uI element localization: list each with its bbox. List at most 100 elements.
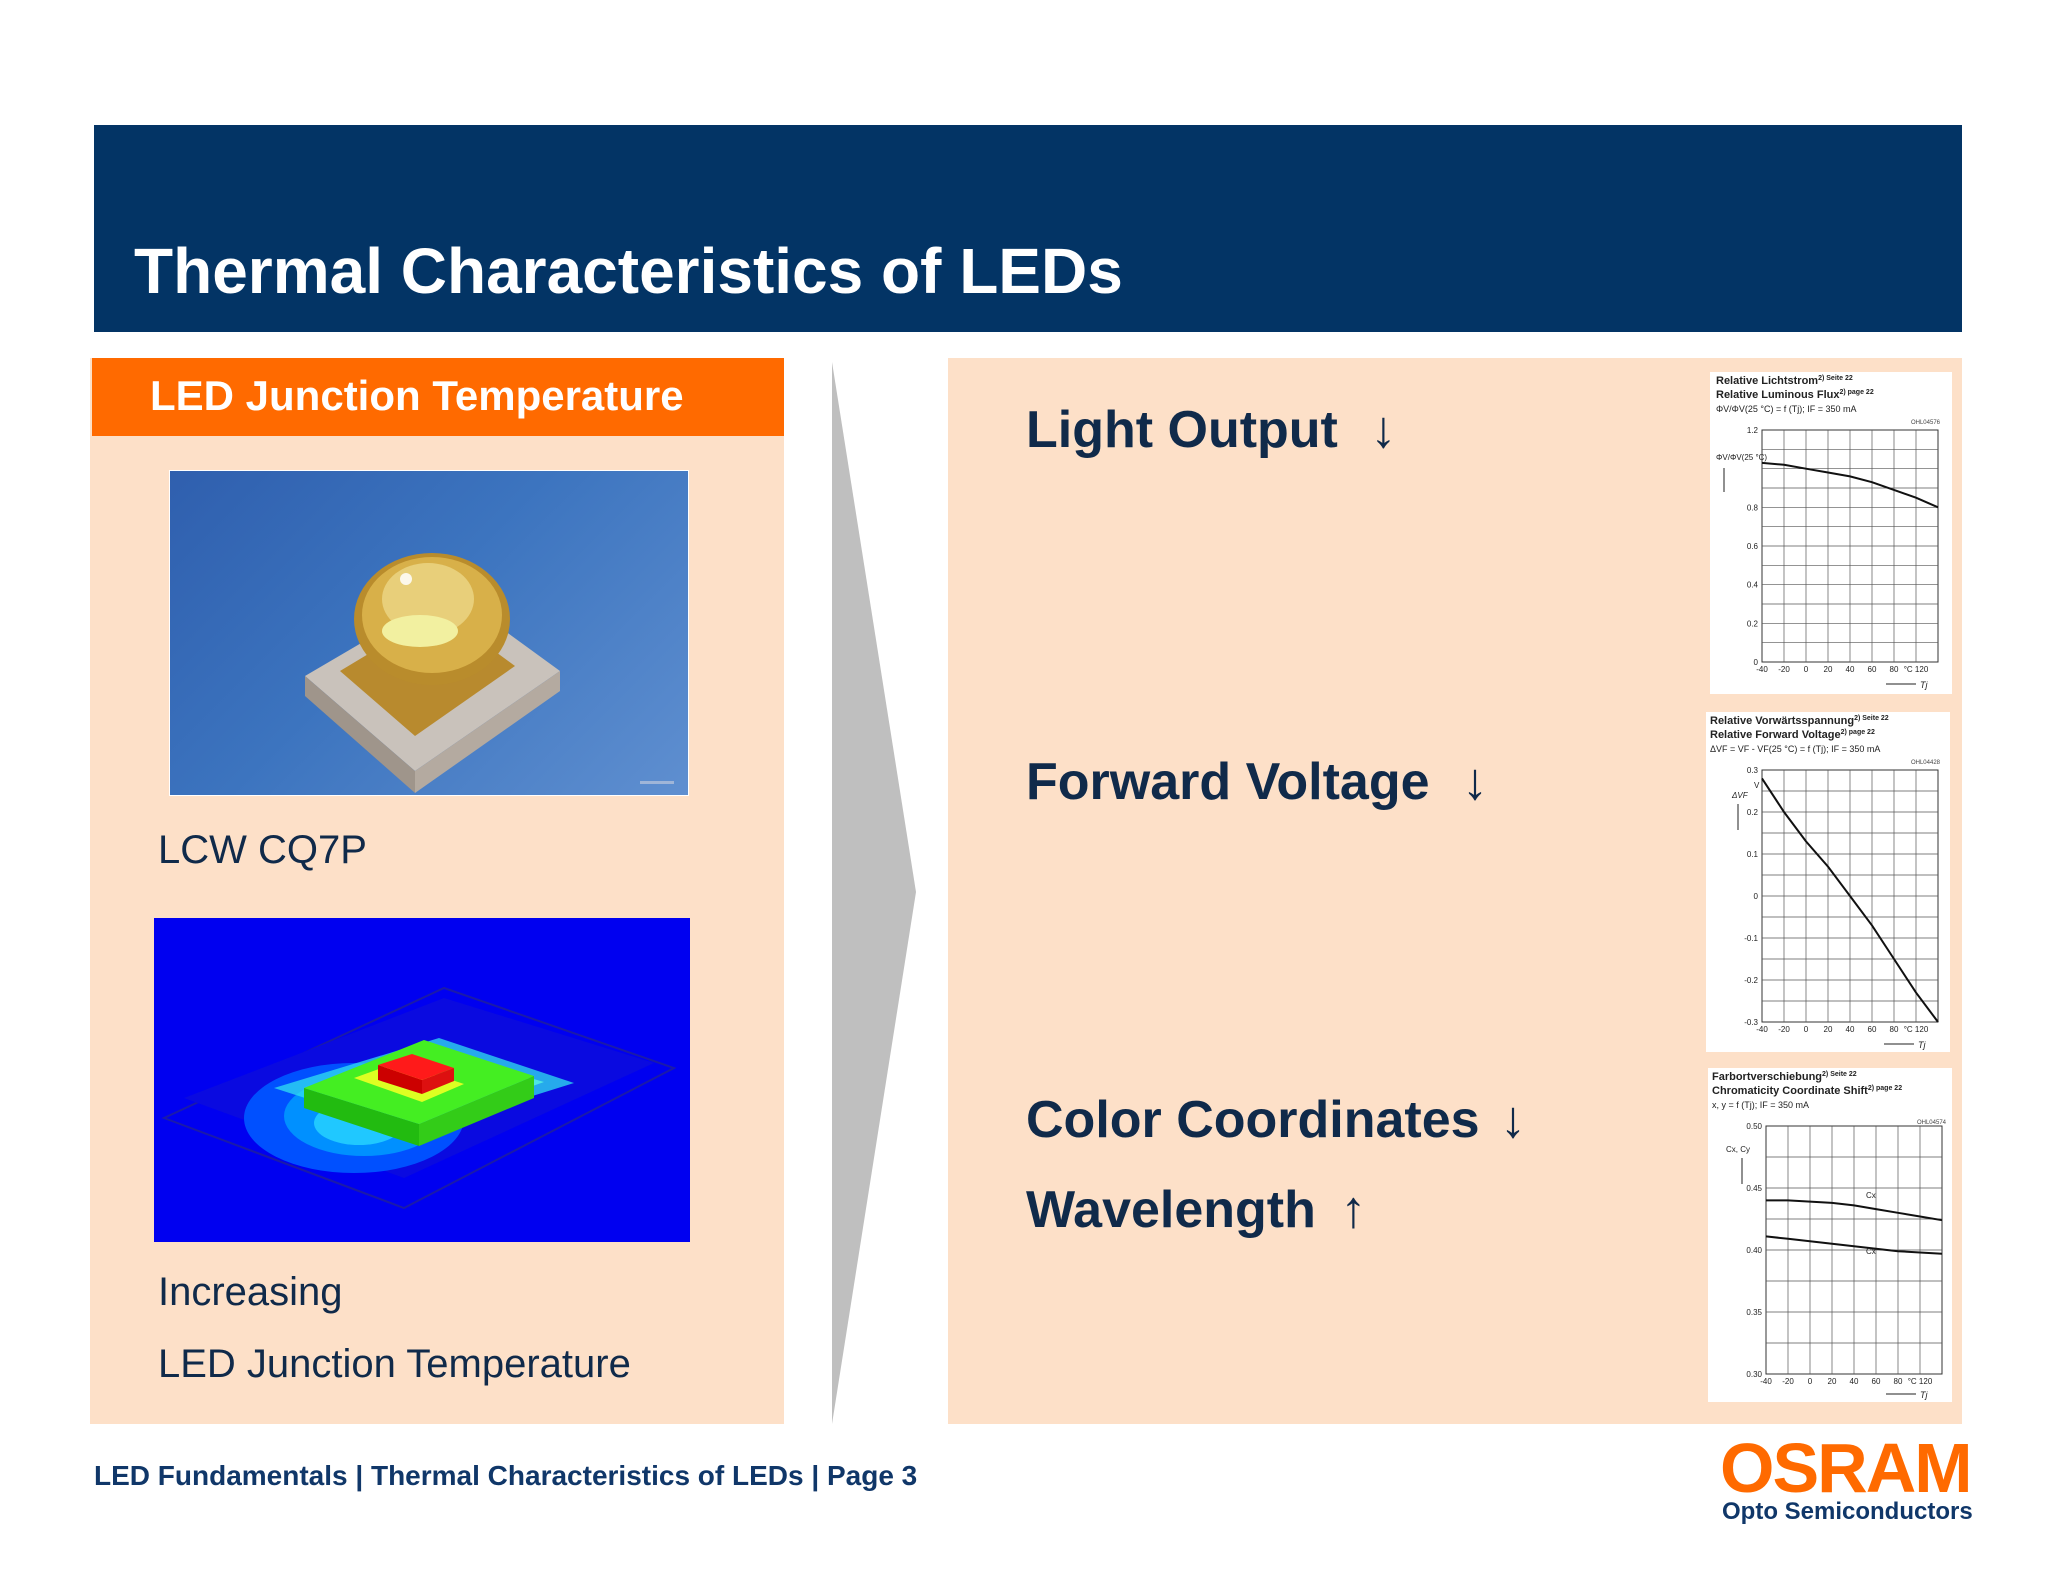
footer-text: LED Fundamentals | Thermal Characteristi… <box>94 1460 918 1491</box>
x-ticks: -40 -20 0 20 40 60 80 °C 120 <box>1756 665 1929 674</box>
down-arrow-icon: ↓ <box>1462 753 1488 811</box>
svg-text:Relative Vorwärtsspannung2) Se: Relative Vorwärtsspannung2) Seite 22 <box>1710 715 1889 727</box>
x-tick-label: 40 <box>1846 665 1855 674</box>
section-heading: LED Junction Temperature <box>150 372 684 419</box>
chromaticity-chart: Farbortverschiebung2) Seite 22 Chromatic… <box>1708 1068 1952 1402</box>
wavelength-label: Wavelength <box>1026 1181 1316 1239</box>
y-tick-label: 0.3 <box>1747 766 1759 775</box>
forward-voltage-label: Forward Voltage <box>1026 753 1430 811</box>
chart-code: OHL04574 <box>1917 1120 1947 1126</box>
x-tick-label: 20 <box>1828 1377 1837 1386</box>
y-tick-label: 1.2 <box>1747 426 1759 435</box>
chart-ylabel: Cx, Cy <box>1726 1145 1750 1154</box>
chart-title-de-note: 2) Seite 22 <box>1854 715 1889 722</box>
color-coordinates-item: Color Coordinates ↓ <box>1026 1090 1526 1150</box>
brand-subtitle: Opto Semiconductors <box>1722 1498 1973 1525</box>
x-tick-label: 80 <box>1890 665 1899 674</box>
x-tick-label: 60 <box>1868 665 1877 674</box>
x-tick-label: 20 <box>1824 1025 1833 1034</box>
title-banner <box>94 125 1962 332</box>
y-tick-label: 0 <box>1754 892 1759 901</box>
x-tick-label: 20 <box>1824 665 1833 674</box>
chart-title-en: Chromaticity Coordinate Shift <box>1712 1085 1868 1097</box>
chart-formula: ΔVF = VF - VF(25 °C) = f (Tj); IF = 350 … <box>1710 744 1880 754</box>
x-tick-label: 0 <box>1804 1025 1809 1034</box>
x-tick-label: -20 <box>1778 1025 1790 1034</box>
x-tick-label: 80 <box>1894 1377 1903 1386</box>
led-photo <box>169 470 689 796</box>
x-tick-label: -20 <box>1778 665 1790 674</box>
chart-title-en: Relative Luminous Flux <box>1716 389 1840 401</box>
brand-logo: OSRAM <box>1720 1429 1973 1507</box>
curve-label-1: Cx <box>1866 1191 1876 1200</box>
x-tick-label: °C 120 <box>1908 1377 1933 1386</box>
y-tick-label: 0.35 <box>1746 1308 1762 1317</box>
x-tick-label: 0 <box>1804 665 1809 674</box>
chart-ylabel: ΦV/ΦV(25 °C) <box>1716 453 1767 462</box>
chart-yunit: V <box>1754 781 1760 790</box>
light-output-item: Light Output ↓ <box>1026 400 1396 460</box>
y-tick-label: 0.30 <box>1746 1370 1762 1379</box>
y-tick-label: 0.2 <box>1747 619 1759 628</box>
svg-text:Relative Luminous Flux2) page: Relative Luminous Flux2) page 22 <box>1716 389 1874 401</box>
y-tick-label: 0 <box>1754 658 1759 667</box>
y-tick-label: 0.4 <box>1747 581 1759 590</box>
chart-title-en-note: 2) page 22 <box>1839 389 1873 396</box>
chart-xlabel: Tj <box>1920 1390 1928 1400</box>
caption-line-1: Increasing <box>158 1270 343 1314</box>
y-tick-label: 0.1 <box>1747 850 1759 859</box>
x-tick-label: -40 <box>1756 1025 1768 1034</box>
luminous-flux-chart: Relative Lichtstrom2) Seite 22 Relative … <box>1710 372 1952 694</box>
y-tick-label: 0.8 <box>1747 503 1759 512</box>
data-line <box>1761 461 1939 509</box>
x-tick-label: 0 <box>1808 1377 1813 1386</box>
x-tick-label: 40 <box>1846 1025 1855 1034</box>
chart-formula: x, y = f (Tj); IF = 350 mA <box>1712 1100 1809 1110</box>
curve-label-2: Cx <box>1866 1247 1876 1256</box>
x-tick-label: °C 120 <box>1904 1025 1929 1034</box>
svg-text:Chromaticity Coordinate Shift2: Chromaticity Coordinate Shift2) page 22 <box>1712 1085 1902 1097</box>
thermal-simulation-image <box>154 918 690 1242</box>
x-tick-label: 40 <box>1850 1377 1859 1386</box>
y-ticks: 1.2 0.8 0.6 0.4 0.2 0 <box>1747 426 1759 667</box>
chart-grid <box>1761 429 1939 663</box>
chart-title-en: Relative Forward Voltage <box>1710 729 1841 741</box>
y-tick-label: -0.3 <box>1744 1018 1758 1027</box>
up-arrow-icon: ↑ <box>1340 1181 1367 1239</box>
caption-line-2: LED Junction Temperature <box>158 1342 631 1386</box>
x-ticks: -40 -20 0 20 40 60 80 °C 120 <box>1756 1025 1929 1034</box>
y-tick-label: -0.2 <box>1744 976 1758 985</box>
x-tick-label: -40 <box>1760 1377 1772 1386</box>
chart-xlabel: Tj <box>1920 680 1928 690</box>
x-ticks: -40 -20 0 20 40 60 80 °C 120 <box>1760 1377 1933 1386</box>
svg-text:Relative Lichtstrom2) Seite 22: Relative Lichtstrom2) Seite 22 <box>1716 375 1853 387</box>
chart-ylabel: ΔVF <box>1731 791 1749 800</box>
y-tick-label: -0.1 <box>1744 934 1758 943</box>
chevron-arrow-icon <box>832 362 916 1424</box>
forward-voltage-chart: Relative Vorwärtsspannung2) Seite 22 Rel… <box>1706 712 1950 1052</box>
down-arrow-icon: ↓ <box>1370 401 1397 459</box>
luminous-flux-svg: Relative Lichtstrom2) Seite 22 Relative … <box>1716 375 1941 690</box>
forward-voltage-item: Forward Voltage ↓ <box>1026 752 1488 812</box>
product-label: LCW CQ7P <box>158 828 367 872</box>
section-header-bar <box>92 358 784 436</box>
x-tick-label: 80 <box>1890 1025 1899 1034</box>
y-tick-label: 0.6 <box>1747 542 1759 551</box>
x-tick-label: -40 <box>1756 665 1768 674</box>
y-tick-label: 0.50 <box>1746 1122 1762 1131</box>
wavelength-item: Wavelength ↑ <box>1026 1180 1366 1240</box>
x-tick-label: 60 <box>1872 1377 1881 1386</box>
chart-xlabel: Tj <box>1918 1040 1926 1050</box>
y-tick-label: 0.45 <box>1746 1184 1762 1193</box>
chart-title-de: Farbortverschiebung <box>1712 1071 1822 1083</box>
down-arrow-icon: ↓ <box>1500 1091 1527 1149</box>
color-coordinates-label: Color Coordinates <box>1026 1091 1480 1149</box>
x-tick-label: -20 <box>1782 1377 1794 1386</box>
chromaticity-svg: Farbortverschiebung2) Seite 22 Chromatic… <box>1712 1071 1947 1400</box>
chart-title-de-note: 2) Seite 22 <box>1818 375 1853 382</box>
data-line-series-2 <box>1765 1235 1943 1255</box>
chart-grid <box>1765 1125 1943 1375</box>
y-ticks: 0.3 0.2 0.1 0 -0.1 -0.2 -0.3 <box>1744 766 1758 1027</box>
slide-title: Thermal Characteristics of LEDs <box>134 235 1123 307</box>
x-tick-label: 60 <box>1868 1025 1877 1034</box>
